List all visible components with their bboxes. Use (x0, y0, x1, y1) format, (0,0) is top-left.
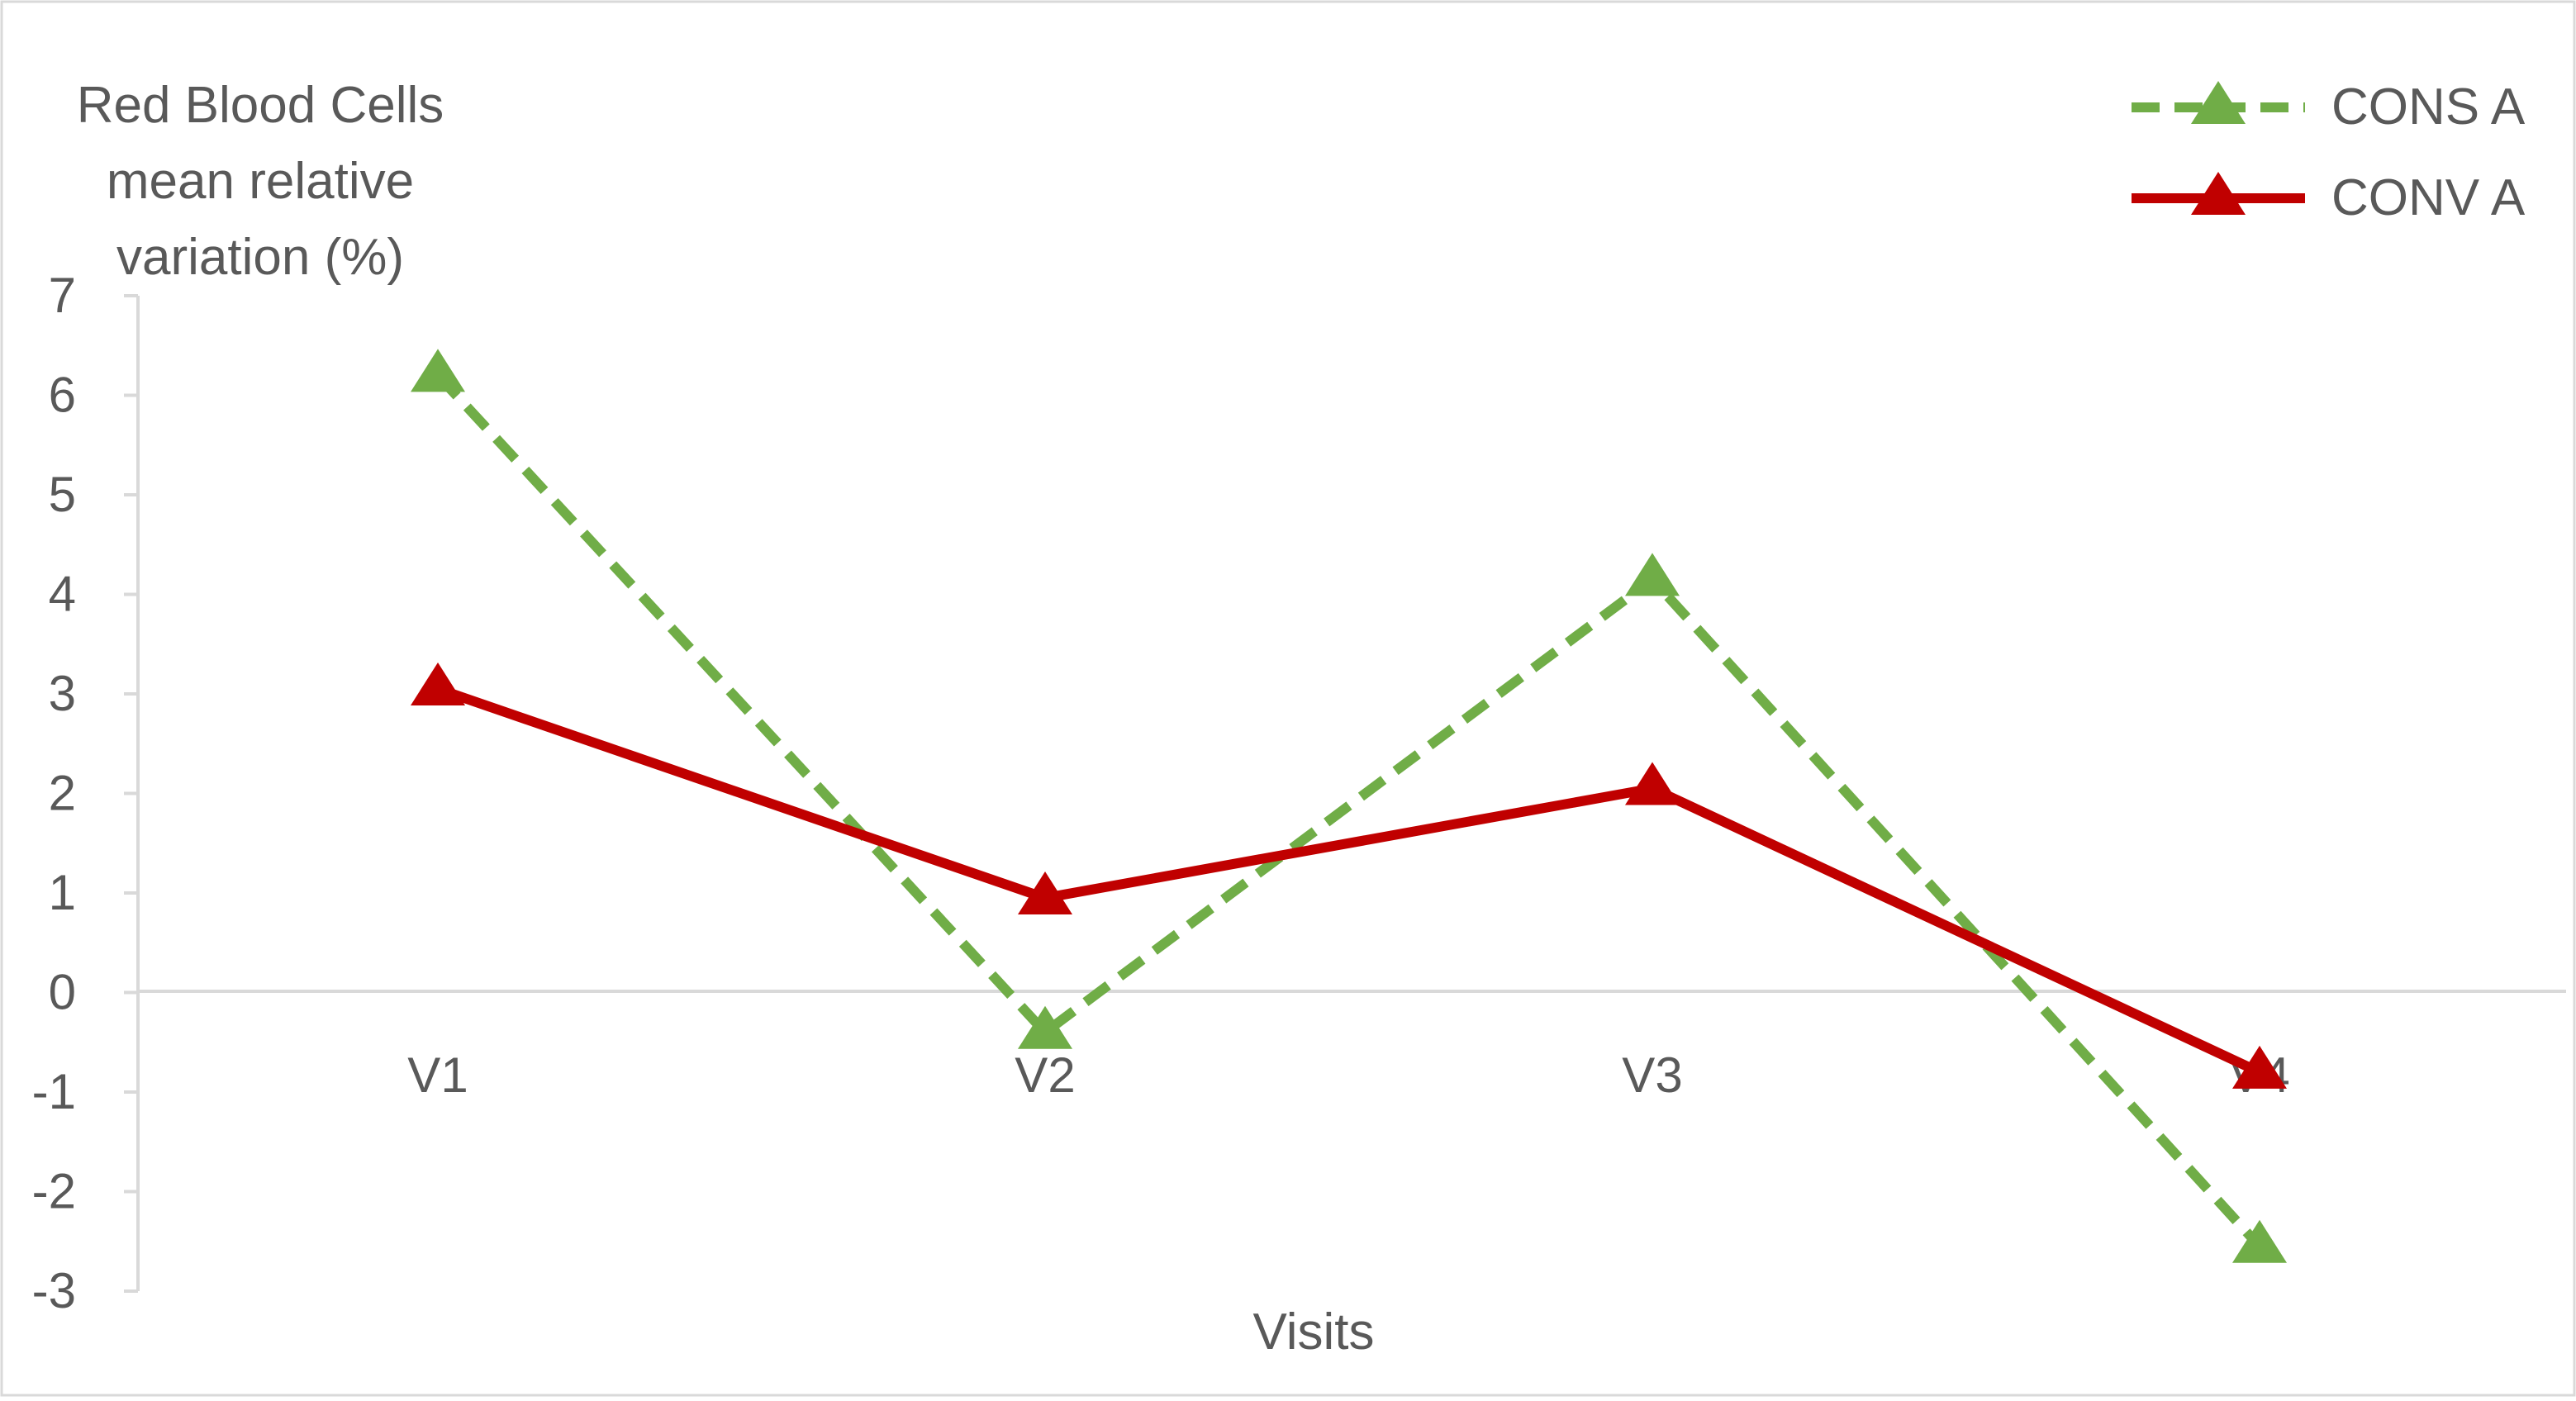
data-point-cons-a-v3[interactable] (1625, 553, 1680, 596)
data-point-conv-a-v4[interactable] (2232, 1045, 2287, 1089)
y-tick-label: 5 (49, 467, 76, 522)
legend-label-cons-a: CONS A (2331, 78, 2526, 135)
y-axis-title: Red Blood Cells mean relative variation … (77, 77, 444, 286)
y-tick-label: 0 (49, 965, 76, 1020)
data-point-cons-a-v4[interactable] (2232, 1219, 2287, 1263)
data-point-cons-a-v1[interactable] (411, 349, 465, 392)
x-tick-label: V3 (1622, 1047, 1682, 1103)
data-point-conv-a-v3[interactable] (1625, 762, 1680, 805)
y-tick-label: 6 (49, 368, 76, 423)
legend-marker-cons-a (2191, 81, 2246, 124)
y-axis-title-line-2: mean relative (107, 153, 414, 210)
y-tick-label: -1 (32, 1064, 76, 1119)
x-axis-title: Visits (1252, 1304, 1374, 1361)
series-line-cons-a (434, 372, 2264, 1250)
y-axis-title-line-1: Red Blood Cells (77, 77, 444, 134)
series-conv-a (411, 662, 2287, 1089)
x-tick-label: V2 (1015, 1047, 1075, 1103)
x-tick-label: V1 (407, 1047, 468, 1103)
legend-marker-conv-a (2191, 172, 2246, 215)
series-cons-a (411, 349, 2287, 1263)
series-layer (411, 349, 2287, 1263)
data-point-conv-a-v1[interactable] (411, 662, 465, 705)
legend-item-conv-a[interactable]: CONV A (2132, 169, 2526, 226)
y-tick-label: -3 (32, 1263, 76, 1318)
data-point-cons-a-v2[interactable] (1018, 1005, 1072, 1049)
y-tick-label: -2 (32, 1164, 76, 1219)
data-point-conv-a-v2[interactable] (1018, 871, 1072, 915)
series-line-conv-a (436, 684, 2262, 1077)
legend-label-conv-a: CONV A (2331, 169, 2526, 226)
y-tick-label: 1 (49, 865, 76, 920)
y-tick-label: 4 (49, 567, 76, 622)
legend-item-cons-a[interactable]: CONS A (2132, 78, 2526, 135)
y-ticks: 7 6 5 4 3 2 1 0 -1 -2 -3 (32, 268, 138, 1318)
y-tick-label: 2 (49, 766, 76, 821)
y-axis-title-line-3: variation (%) (116, 229, 404, 286)
y-tick-label: 3 (49, 666, 76, 721)
y-tick-label: 7 (49, 268, 76, 323)
legend[interactable]: CONS A CONV A (2132, 78, 2526, 226)
